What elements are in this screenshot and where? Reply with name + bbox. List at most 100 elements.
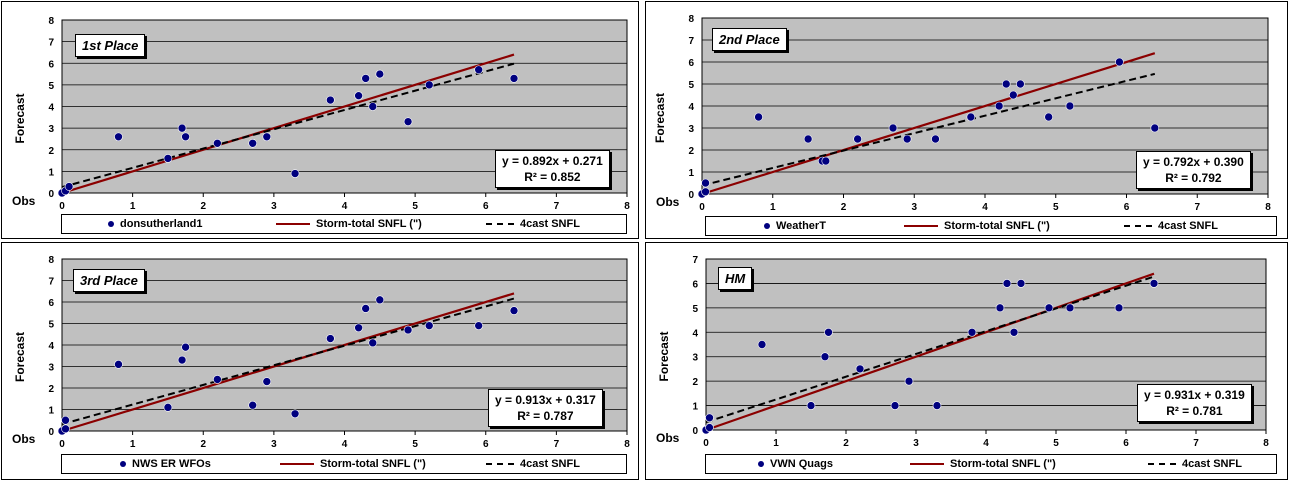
- x-axis-label: Obs: [12, 432, 36, 446]
- data-point: [114, 132, 123, 142]
- data-point: [114, 360, 123, 369]
- legend-label: Storm-total SNFL ("): [950, 458, 1056, 470]
- data-point: [375, 295, 385, 305]
- y-tick-label: 2: [692, 377, 698, 388]
- data-point: [931, 134, 940, 144]
- data-point: [824, 327, 833, 337]
- data-point: [424, 80, 434, 90]
- x-tick-label: 4: [983, 438, 989, 449]
- data-point: [1115, 57, 1124, 67]
- legend-entry-points: NWS ER WFOs: [120, 455, 211, 473]
- x-tick-label: 3: [913, 438, 919, 449]
- x-tick-label: 2: [200, 439, 206, 450]
- data-point: [1149, 279, 1159, 288]
- x-tick-label: 0: [703, 438, 709, 449]
- x-tick-label: 2: [200, 201, 206, 212]
- y-tick-label: 1: [48, 406, 54, 417]
- x-tick-label: 1: [130, 201, 136, 212]
- y-axis-label: Forecast: [13, 332, 27, 382]
- data-point: [1114, 303, 1124, 313]
- x-tick-label: 7: [554, 439, 560, 450]
- legend-entry-4cast: 4cast SNFL: [486, 215, 580, 233]
- y-tick-label: 6: [692, 279, 698, 290]
- regression-equation: y = 0.913x + 0.317: [495, 393, 596, 407]
- data-point: [820, 352, 830, 362]
- data-point: [754, 112, 763, 122]
- data-point: [757, 340, 767, 349]
- data-point: [705, 413, 714, 423]
- x-tick-label: 5: [1053, 438, 1059, 449]
- point-marker-icon: [758, 461, 764, 467]
- x-tick-label: 8: [1263, 438, 1269, 449]
- regression-equation: y = 0.792x + 0.390: [1143, 155, 1244, 169]
- data-point: [803, 134, 813, 144]
- y-tick-label: 3: [48, 124, 54, 135]
- x-tick-label: 8: [1265, 202, 1271, 213]
- data-point: [213, 375, 222, 384]
- x-tick-label: 4: [342, 439, 348, 450]
- x-tick-label: 3: [911, 202, 917, 213]
- x-tick-label: 0: [59, 201, 65, 212]
- equation-box: y = 0.913x + 0.317 R² = 0.787: [488, 389, 603, 427]
- data-point: [326, 334, 335, 343]
- y-tick-label: 6: [48, 59, 54, 70]
- x-axis-label: Obs: [656, 195, 680, 209]
- data-point: [1044, 112, 1053, 122]
- place-label: 3rd Place: [73, 269, 145, 292]
- x-tick-label: 6: [483, 439, 489, 450]
- x-tick-label: 6: [1123, 438, 1129, 449]
- data-point: [262, 132, 272, 142]
- r-squared: R² = 0.852: [524, 170, 581, 184]
- solid-line-icon: [280, 463, 314, 465]
- data-point: [1002, 279, 1012, 288]
- x-tick-label: 0: [699, 202, 705, 213]
- x-tick-label: 0: [59, 439, 65, 450]
- legend-entry-storm-total: Storm-total SNFL ("): [910, 455, 1056, 473]
- y-tick-label: 0: [48, 427, 54, 438]
- data-point: [888, 123, 898, 133]
- y-tick-label: 3: [692, 353, 698, 364]
- x-tick-label: 1: [770, 202, 776, 213]
- storm-total-line: [705, 272, 1155, 432]
- data-point: [1065, 101, 1075, 111]
- legend-label: Storm-total SNFL ("): [316, 218, 422, 230]
- data-point: [474, 65, 483, 75]
- data-point: [248, 138, 257, 148]
- legend-label: 4cast SNFL: [1182, 458, 1242, 470]
- legend-entry-storm-total: Storm-total SNFL ("): [280, 455, 426, 473]
- x-tick-label: 8: [624, 439, 630, 450]
- place-label: HM: [718, 267, 753, 290]
- data-point: [701, 187, 710, 197]
- y-tick-label: 4: [692, 328, 698, 339]
- storm-total-line: [61, 53, 515, 195]
- data-point: [262, 377, 272, 386]
- data-point: [474, 321, 483, 330]
- data-point: [290, 169, 300, 178]
- x-tick-label: 2: [843, 438, 849, 449]
- data-point: [1016, 79, 1025, 89]
- equation-box: y = 0.792x + 0.390 R² = 0.792: [1136, 151, 1251, 189]
- legend-entry-storm-total: Storm-total SNFL ("): [904, 217, 1050, 235]
- point-marker-icon: [764, 223, 770, 229]
- y-tick-label: 0: [692, 426, 698, 437]
- data-point: [163, 403, 173, 412]
- data-point: [902, 134, 912, 144]
- dashed-line-icon: [1148, 463, 1176, 465]
- forecast-fit-line: [61, 62, 515, 189]
- data-point: [1044, 303, 1054, 313]
- x-tick-label: 7: [554, 201, 560, 212]
- chart-panel-1st-place: 0 1 2 3 4 5 6 7 8 0 1 2 3 4 5 6 7 8 Forecast Obs 1st Place …: [1, 1, 639, 239]
- x-tick-label: 6: [483, 201, 489, 212]
- y-tick-label: 6: [48, 298, 54, 309]
- y-axis-label: Forecast: [13, 93, 27, 143]
- x-tick-label: 4: [342, 201, 348, 212]
- data-point: [932, 401, 942, 410]
- data-point: [326, 95, 335, 105]
- x-tick-label: 5: [1053, 202, 1059, 213]
- equation-box: y = 0.892x + 0.271 R² = 0.852: [495, 150, 610, 188]
- y-tick-label: 6: [688, 58, 694, 69]
- y-tick-label: 5: [48, 81, 54, 92]
- y-tick-label: 3: [48, 363, 54, 374]
- y-axis-label: Forecast: [657, 331, 671, 381]
- data-point: [1016, 279, 1026, 288]
